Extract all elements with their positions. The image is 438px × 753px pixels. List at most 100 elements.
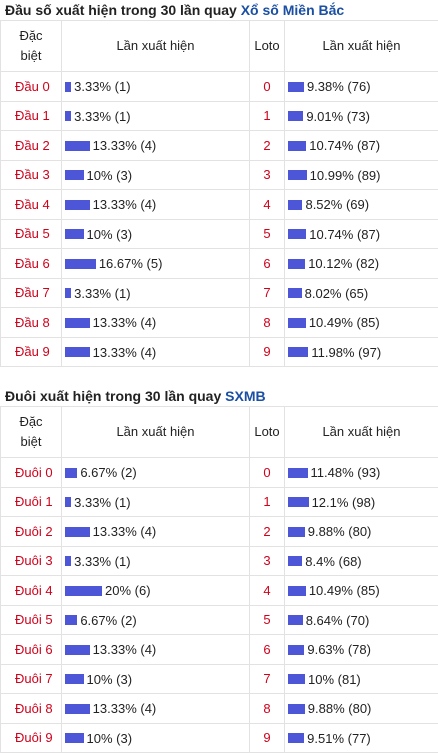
dac-biet-cell: 13.33% (4) <box>61 634 250 665</box>
row-label: Đuôi 5 <box>0 604 62 635</box>
dac-biet-cell: 3.33% (1) <box>61 545 250 576</box>
loto-cell: 10.99% (89) <box>284 159 438 190</box>
dac-biet-cell: 3.33% (1) <box>61 277 250 308</box>
loto-number: 7 <box>249 277 285 308</box>
loto-value: 10.74% (87) <box>309 138 381 154</box>
dac-biet-bar <box>65 111 72 122</box>
loto-cell: 11.48% (93) <box>284 457 438 488</box>
dac-biet-cell: 13.33% (4) <box>61 307 250 338</box>
loto-cell: 11.98% (97) <box>284 336 438 367</box>
loto-number: 4 <box>249 575 285 606</box>
header-dac-biet: Đặc biệt <box>0 20 62 72</box>
dac-biet-cell: 13.33% (4) <box>61 130 250 161</box>
header-loto: Loto <box>249 20 285 72</box>
row-label: Đầu 0 <box>0 71 62 102</box>
row-label: Đuôi 3 <box>0 545 62 576</box>
duoi-title: Đuôi xuất hiện trong 30 lần quay SXMB <box>0 386 438 406</box>
loto-cell: 8.4% (68) <box>284 545 438 576</box>
loto-bar <box>288 170 307 181</box>
row-label: Đuôi 4 <box>0 575 62 606</box>
table-row: Đầu 3 10% (3) 3 10.99% (89) <box>0 159 438 190</box>
loto-value: 11.48% (93) <box>310 465 381 481</box>
loto-bar <box>288 526 305 537</box>
row-label: Đuôi 7 <box>0 663 62 694</box>
loto-cell: 8.02% (65) <box>284 277 438 308</box>
table-row: Đuôi 3 3.33% (1) 3 8.4% (68) <box>0 545 438 576</box>
table-row: Đuôi 5 6.67% (2) 5 8.64% (70) <box>0 604 438 635</box>
table-row: Đầu 9 13.33% (4) 9 11.98% (97) <box>0 336 438 367</box>
loto-value: 9.88% (80) <box>307 524 372 540</box>
dac-biet-bar <box>65 733 84 744</box>
dac-biet-bar <box>65 467 78 478</box>
row-label: Đầu 4 <box>0 189 62 220</box>
dac-biet-bar <box>65 526 90 537</box>
loto-number: 2 <box>249 130 285 161</box>
loto-bar <box>288 229 307 240</box>
row-label: Đầu 3 <box>0 159 62 190</box>
dac-biet-value: 16.67% (5) <box>98 256 163 272</box>
loto-bar <box>288 81 304 92</box>
loto-value: 12.1% (98) <box>311 494 376 510</box>
loto-cell: 10.49% (85) <box>284 575 438 606</box>
dac-biet-bar <box>65 497 72 508</box>
table-row: Đầu 0 3.33% (1) 0 9.38% (76) <box>0 71 438 102</box>
duoi-table: Đặc biệt Lần xuất hiện Loto Lần xuất hiệ… <box>0 406 438 753</box>
loto-cell: 10.74% (87) <box>284 130 438 161</box>
dac-biet-value: 3.33% (1) <box>74 494 131 510</box>
dac-biet-value: 20% (6) <box>105 583 151 599</box>
dac-biet-value: 10% (3) <box>86 226 133 242</box>
loto-value: 9.88% (80) <box>307 701 372 717</box>
dac-biet-bar <box>65 556 72 567</box>
table-row: Đuôi 2 13.33% (4) 2 9.88% (80) <box>0 516 438 547</box>
loto-value: 8.4% (68) <box>305 553 362 569</box>
loto-cell: 10.12% (82) <box>284 248 438 279</box>
row-label: Đầu 8 <box>0 307 62 338</box>
table-row: Đầu 8 13.33% (4) 8 10.49% (85) <box>0 307 438 338</box>
table-row: Đầu 4 13.33% (4) 4 8.52% (69) <box>0 189 438 220</box>
dac-biet-bar <box>65 347 90 358</box>
loto-value: 10.49% (85) <box>308 315 380 331</box>
loto-number: 5 <box>249 218 285 249</box>
loto-bar <box>288 674 305 685</box>
loto-value: 11.98% (97) <box>311 344 382 360</box>
loto-value: 9.63% (78) <box>307 642 371 658</box>
duoi-table-body: Đuôi 0 6.67% (2) 0 11.48% (93) Đuôi 1 3.33% (… <box>0 457 438 753</box>
dac-biet-bar <box>65 170 84 181</box>
dau-title-link[interactable]: Xổ số Miền Bắc <box>240 2 345 18</box>
dac-biet-value: 13.33% (4) <box>92 701 157 717</box>
loto-number: 8 <box>249 693 285 724</box>
loto-cell: 9.88% (80) <box>284 693 438 724</box>
dac-biet-value: 6.67% (2) <box>80 612 137 628</box>
loto-value: 8.02% (65) <box>304 285 369 301</box>
dac-biet-cell: 3.33% (1) <box>61 486 250 517</box>
table-row: Đầu 2 13.33% (4) 2 10.74% (87) <box>0 130 438 161</box>
dac-biet-bar <box>65 199 90 210</box>
dac-biet-value: 10% (3) <box>86 167 133 183</box>
dac-biet-value: 13.33% (4) <box>92 138 157 154</box>
dac-biet-bar <box>65 585 102 596</box>
row-label: Đầu 7 <box>0 277 62 308</box>
loto-cell: 9.38% (76) <box>284 71 438 102</box>
dac-biet-bar <box>65 229 84 240</box>
table-row: Đầu 7 3.33% (1) 7 8.02% (65) <box>0 277 438 308</box>
dac-biet-cell: 10% (3) <box>61 663 250 694</box>
dac-biet-value: 13.33% (4) <box>92 315 157 331</box>
table-row: Đầu 5 10% (3) 5 10.74% (87) <box>0 218 438 249</box>
dau-title-text: Đầu số xuất hiện trong 30 lần quay <box>5 2 237 18</box>
dac-biet-bar <box>65 140 90 151</box>
duoi-title-link[interactable]: SXMB <box>225 388 266 404</box>
loto-cell: 12.1% (98) <box>284 486 438 517</box>
dac-biet-value: 13.33% (4) <box>92 642 157 658</box>
dau-section: Đầu số xuất hiện trong 30 lần quay Xổ số… <box>0 0 438 367</box>
table-row: Đuôi 6 13.33% (4) 6 9.63% (78) <box>0 634 438 665</box>
dac-biet-value: 3.33% (1) <box>74 285 131 301</box>
dac-biet-cell: 6.67% (2) <box>61 604 250 635</box>
dac-biet-cell: 13.33% (4) <box>61 516 250 547</box>
table-row: Đầu 1 3.33% (1) 1 9.01% (73) <box>0 100 438 131</box>
loto-number: 3 <box>249 545 285 576</box>
header-loto: Loto <box>249 406 285 458</box>
loto-number: 8 <box>249 307 285 338</box>
loto-number: 4 <box>249 189 285 220</box>
header-lan-xuat-hien: Lần xuất hiện <box>61 20 250 72</box>
loto-bar <box>288 467 308 478</box>
